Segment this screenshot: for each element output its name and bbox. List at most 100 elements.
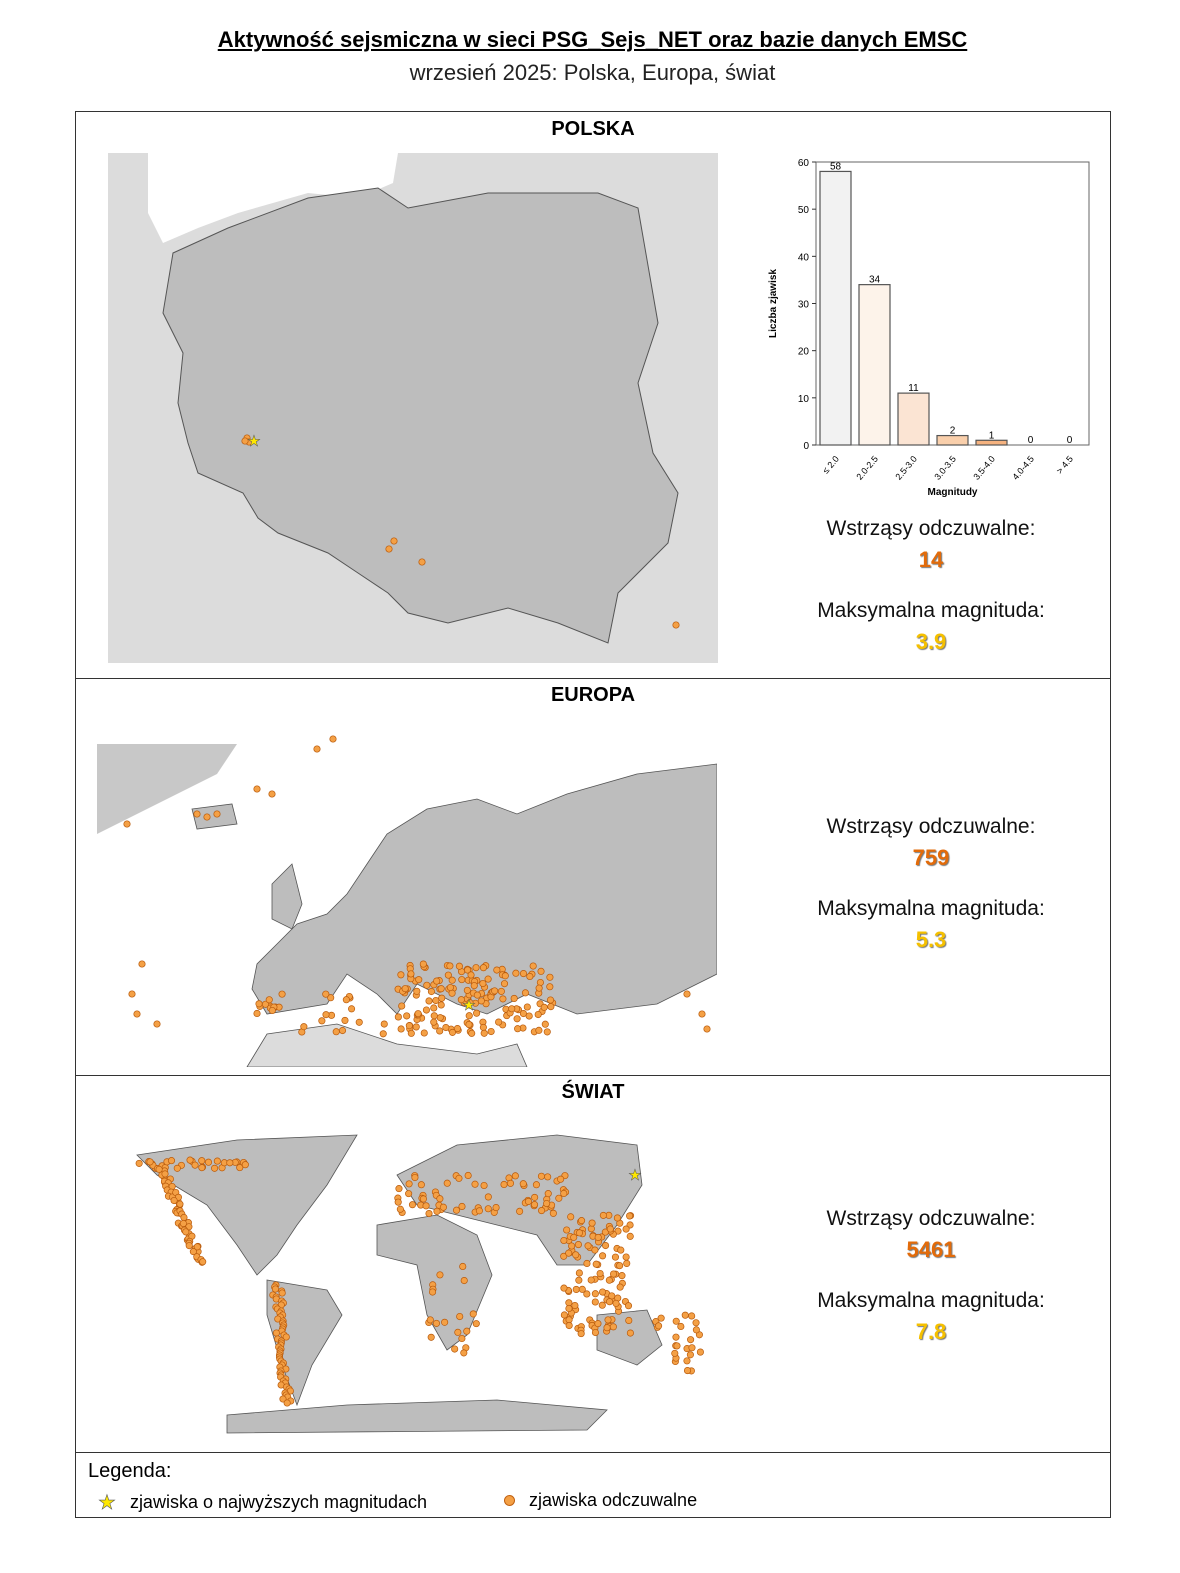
event-dot <box>583 1259 591 1268</box>
event-dot <box>414 1010 422 1018</box>
event-dot <box>153 1020 161 1028</box>
event-dot <box>186 1156 194 1164</box>
event-dot <box>465 1012 473 1020</box>
event-dot <box>687 1336 695 1344</box>
bar <box>897 392 930 446</box>
event-dot <box>423 981 431 989</box>
event-dot <box>563 1226 571 1234</box>
event-dot <box>193 1243 201 1251</box>
event-dot <box>451 1345 459 1353</box>
bar <box>858 284 891 446</box>
event-dot <box>571 1301 579 1310</box>
event-dot <box>198 1157 206 1165</box>
event-dot <box>452 1206 461 1214</box>
event-dot <box>396 1205 404 1213</box>
event-dot <box>596 1269 604 1278</box>
event-dot <box>526 972 534 981</box>
event-dot <box>204 1158 213 1166</box>
event-dot <box>575 1229 584 1237</box>
event-dot <box>199 1258 207 1266</box>
event-dot <box>572 1251 580 1259</box>
felt-label: Wstrząsy odczuwalne: <box>826 517 1036 540</box>
event-dot <box>455 1174 463 1182</box>
event-dot <box>278 990 286 998</box>
event-dot <box>465 1020 473 1029</box>
data-label: 0 <box>1028 435 1034 446</box>
event-dot <box>460 1276 468 1285</box>
y-tick-label: 10 <box>798 394 810 405</box>
event-dot <box>560 1189 568 1198</box>
event-dot <box>419 960 427 968</box>
event-dot <box>454 1328 462 1336</box>
event-dot <box>448 1028 457 1036</box>
event-dot <box>355 1018 363 1026</box>
y-tick-label: 50 <box>798 205 810 216</box>
data-label: 58 <box>830 161 842 172</box>
event-dot <box>128 990 136 998</box>
event-dot <box>432 996 440 1005</box>
world-map: ★ <box>135 1134 704 1434</box>
event-dot <box>418 558 426 566</box>
section-title: EUROPA <box>550 684 636 706</box>
event-dot <box>123 820 131 828</box>
event-dot <box>428 1288 437 1296</box>
event-dot <box>226 1159 234 1167</box>
y-tick-label: 60 <box>798 158 810 169</box>
event-dot <box>253 1009 261 1018</box>
event-dot <box>341 1016 349 1024</box>
event-dot <box>519 970 528 978</box>
event-dot <box>594 1320 602 1328</box>
event-dot <box>398 1002 406 1010</box>
legend: Legenda: ★ zjawiska o najwyższych magnit… <box>76 1452 1110 1517</box>
event-dot <box>348 1005 356 1013</box>
event-dot <box>500 980 509 988</box>
star-icon: ★ <box>98 1492 117 1515</box>
event-dot <box>612 1299 620 1307</box>
event-dot <box>436 1195 444 1203</box>
event-dot <box>394 1198 402 1206</box>
event-dot <box>683 1357 691 1365</box>
event-dot <box>180 1213 188 1222</box>
event-dot <box>657 1314 665 1322</box>
event-dot <box>470 982 478 990</box>
plot-area <box>815 161 1090 446</box>
event-dot <box>433 1207 441 1215</box>
event-dot <box>407 1029 415 1037</box>
event-dot <box>439 1203 447 1211</box>
event-dot <box>608 1292 616 1300</box>
event-dot <box>567 1213 575 1221</box>
event-dot <box>534 1010 542 1019</box>
event-dot <box>479 964 488 972</box>
event-dot <box>395 1185 403 1193</box>
event-dot <box>332 1028 340 1036</box>
event-dot <box>472 1320 480 1328</box>
event-dot <box>531 1193 539 1201</box>
sea <box>148 153 398 243</box>
event-dot <box>598 1301 606 1309</box>
event-dot <box>211 1164 219 1172</box>
event-dot <box>560 1252 568 1260</box>
event-dot <box>468 1029 476 1037</box>
event-dot <box>408 1201 417 1209</box>
event-dot <box>575 1276 583 1284</box>
event-dot <box>198 1164 206 1172</box>
y-axis-label: Liczba zjawisk <box>768 269 779 338</box>
bar <box>975 439 1008 446</box>
event-dot <box>448 976 456 984</box>
event-dot <box>535 1026 543 1034</box>
event-dot <box>622 1253 630 1261</box>
event-dot <box>413 987 421 995</box>
event-dot <box>463 1327 471 1335</box>
event-dot <box>578 1217 586 1225</box>
event-dot <box>683 990 691 998</box>
event-dot <box>484 1205 492 1213</box>
event-dot <box>497 987 505 995</box>
event-dot <box>606 1225 614 1233</box>
legend-label: zjawiska odczuwalne <box>529 1490 698 1510</box>
event-dot <box>525 1012 533 1020</box>
event-dot <box>578 1285 586 1293</box>
event-dot <box>692 1319 700 1327</box>
event-dot <box>519 1180 527 1188</box>
y-tick-label: 40 <box>798 252 810 263</box>
event-dot <box>587 1225 595 1233</box>
